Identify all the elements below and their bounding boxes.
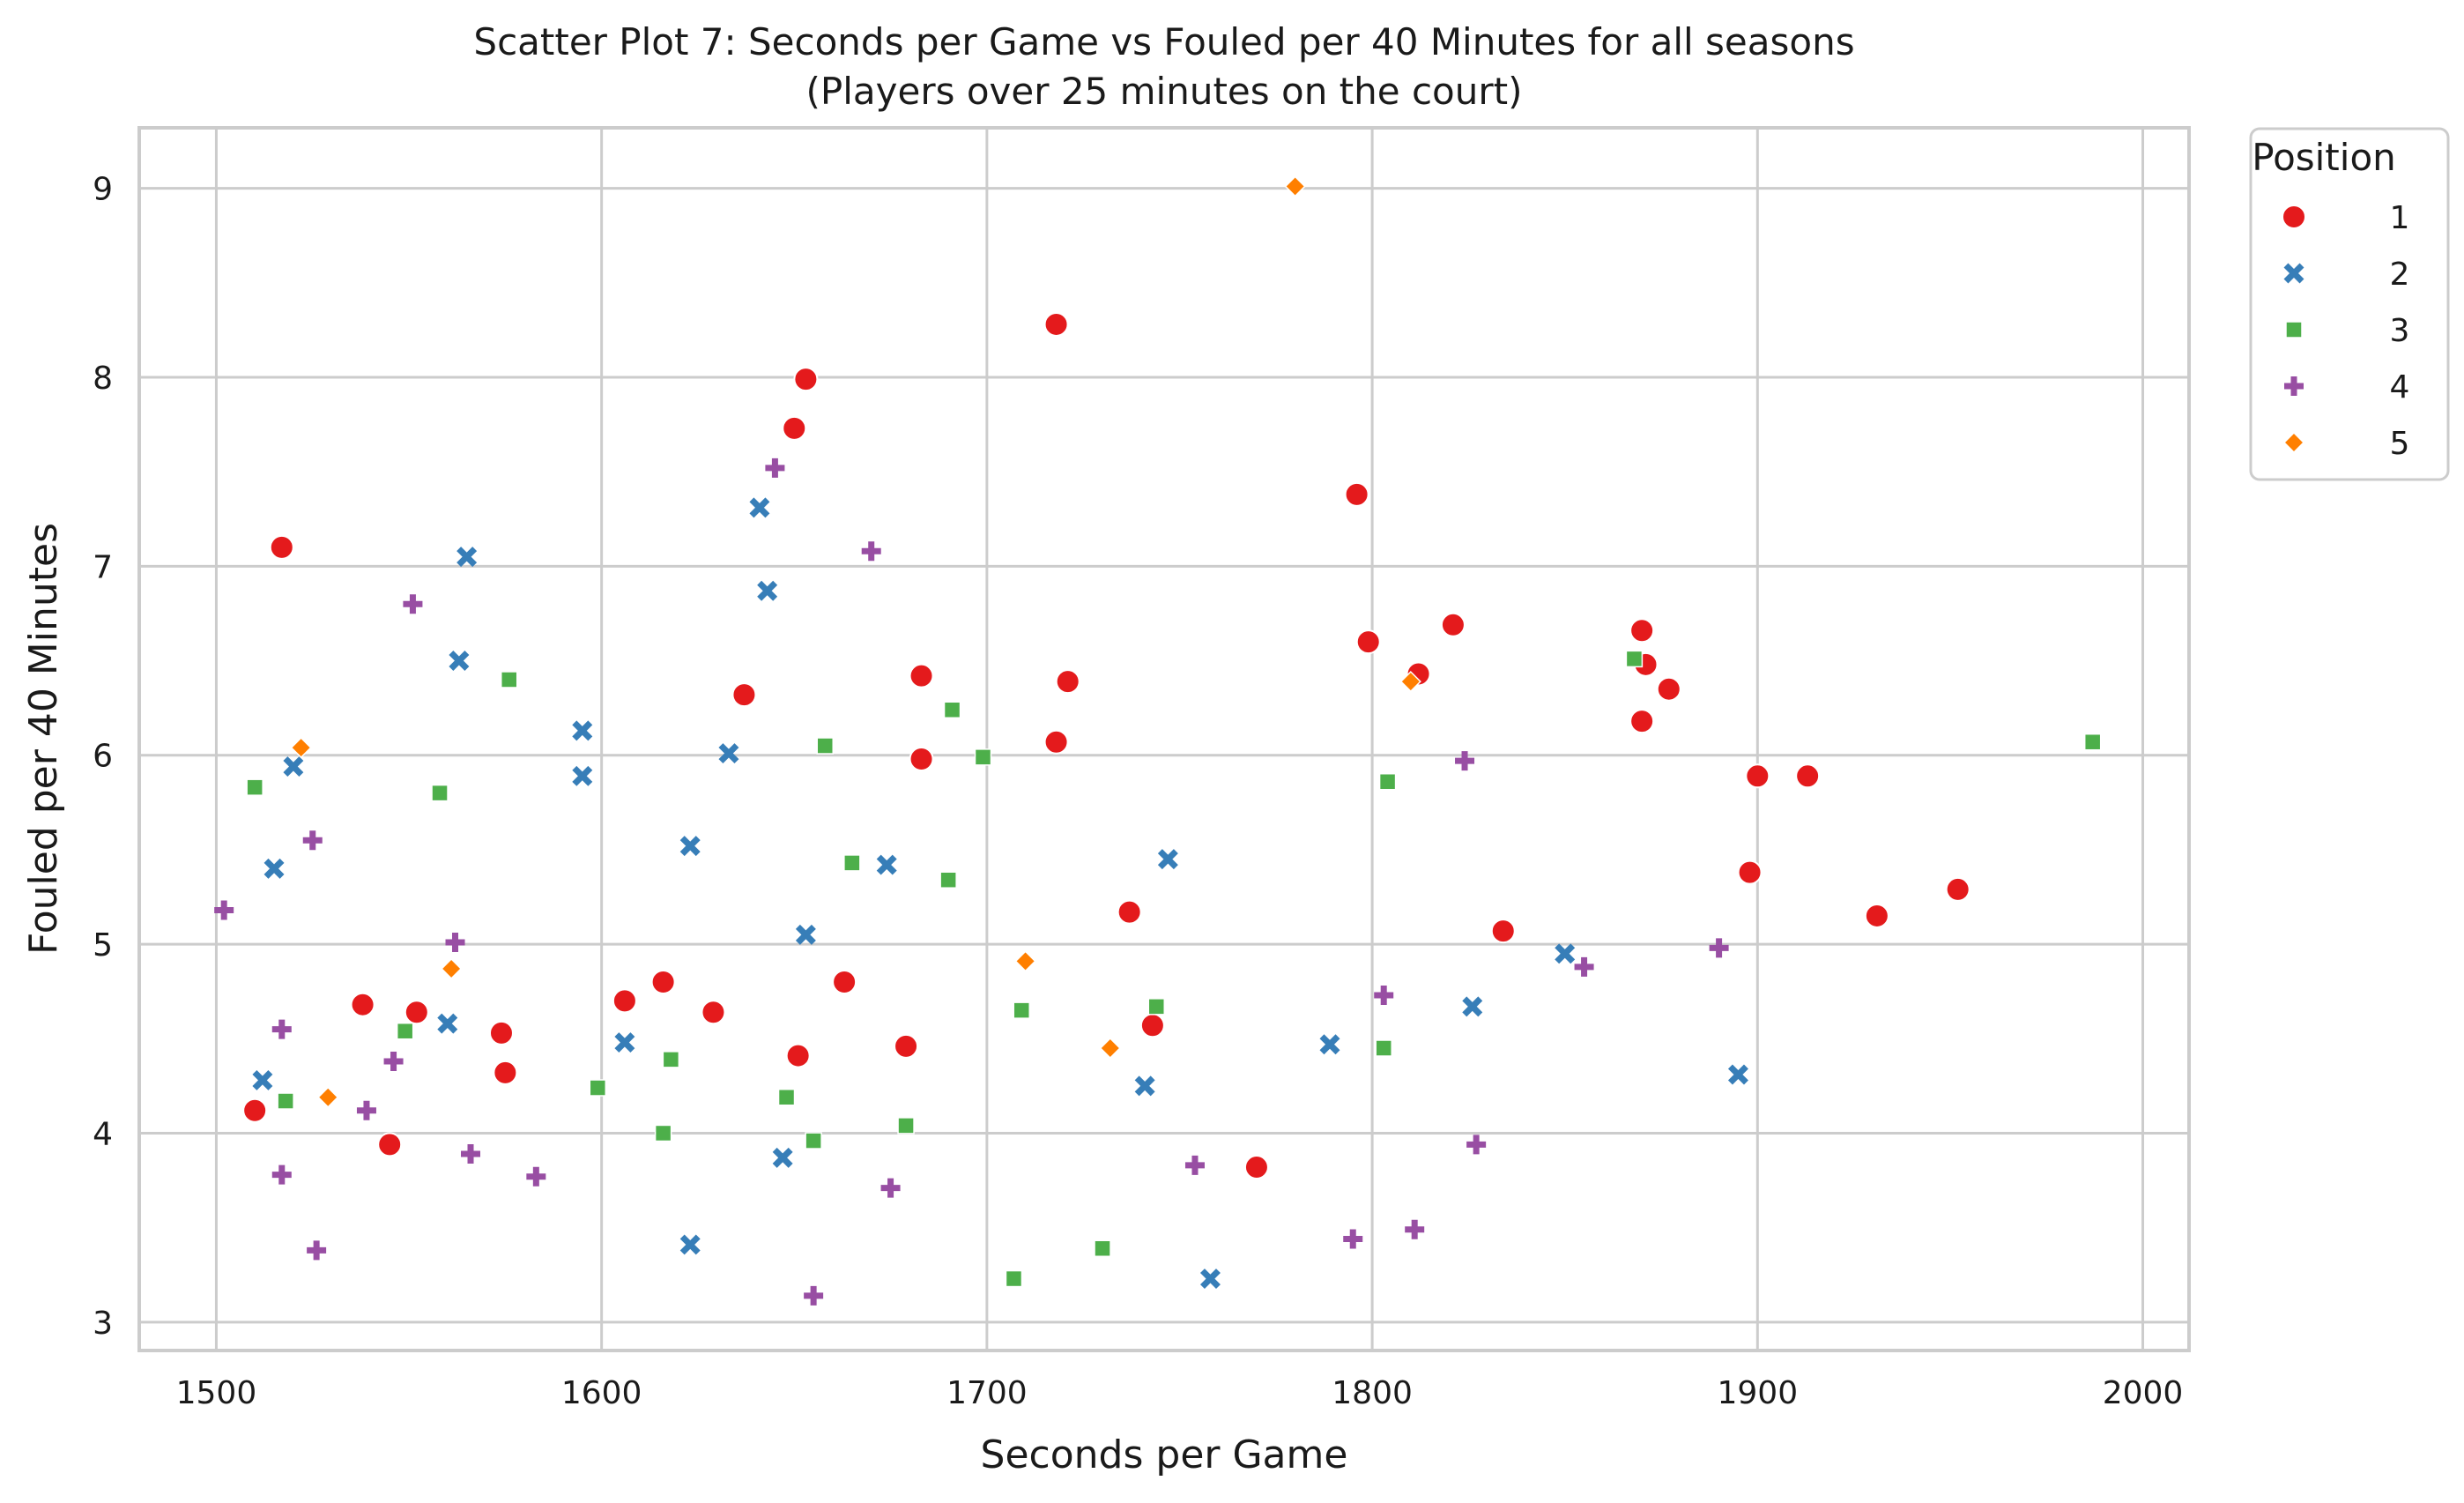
data-point-position-1 (783, 417, 805, 440)
data-point-position-1 (1357, 630, 1380, 653)
data-point-position-1 (1492, 919, 1515, 942)
legend-marker-position-3 (2286, 322, 2302, 338)
data-point-position-1 (1947, 878, 1970, 901)
data-point-position-3 (1013, 1002, 1029, 1018)
data-point-position-3 (1148, 999, 1164, 1015)
data-point-position-3 (663, 1052, 679, 1068)
data-point-position-3 (397, 1023, 413, 1039)
data-point-position-1 (1141, 1014, 1164, 1037)
y-tick-label: 7 (93, 549, 113, 585)
data-point-position-3 (779, 1090, 795, 1105)
data-point-position-3 (656, 1125, 672, 1141)
data-point-position-3 (1626, 651, 1642, 666)
data-point-position-3 (1095, 1240, 1110, 1256)
data-point-position-1 (794, 368, 817, 391)
data-point-position-3 (1380, 774, 1396, 790)
data-point-position-1 (271, 536, 293, 559)
data-point-position-3 (278, 1093, 293, 1109)
y-tick-label: 6 (93, 739, 113, 775)
data-point-position-3 (805, 1133, 821, 1149)
data-point-position-1 (910, 748, 933, 770)
data-point-position-1 (1796, 764, 1819, 787)
data-point-position-3 (817, 738, 833, 754)
data-point-position-1 (1346, 483, 1369, 506)
data-point-position-1 (910, 665, 933, 688)
data-point-position-3 (432, 785, 448, 801)
legend-frame (2251, 129, 2448, 480)
data-point-position-1 (490, 1022, 513, 1045)
data-point-position-1 (833, 971, 856, 993)
data-point-position-1 (1630, 710, 1653, 733)
data-point-position-1 (243, 1099, 266, 1122)
chart-subtitle: (Players over 25 minutes on the court) (806, 70, 1523, 113)
data-point-position-1 (1746, 764, 1769, 787)
data-point-position-1 (405, 1001, 428, 1023)
legend-marker-position-1 (2282, 205, 2305, 228)
data-point-position-1 (1442, 614, 1465, 636)
chart-title: Scatter Plot 7: Seconds per Game vs Foul… (473, 20, 1854, 63)
data-point-position-1 (352, 993, 375, 1016)
data-point-position-1 (494, 1061, 516, 1084)
legend-label: 4 (2390, 369, 2410, 406)
y-tick-label: 8 (93, 361, 113, 397)
data-point-position-1 (1739, 861, 1762, 884)
data-point-position-3 (976, 749, 991, 765)
data-point-position-1 (732, 683, 755, 706)
legend-label: 2 (2390, 257, 2410, 293)
data-point-position-1 (1630, 619, 1653, 642)
legend-label: 5 (2390, 426, 2410, 462)
data-point-position-3 (940, 872, 956, 888)
x-tick-label: 1600 (561, 1375, 642, 1411)
y-tick-label: 5 (93, 927, 113, 964)
legend-label: 3 (2390, 313, 2410, 349)
data-point-position-1 (1658, 678, 1681, 701)
x-tick-label: 1700 (946, 1375, 1028, 1411)
y-tick-label: 4 (93, 1116, 113, 1152)
legend-title: Position (2252, 136, 2396, 179)
data-point-position-1 (894, 1035, 917, 1058)
data-point-position-1 (1045, 313, 1068, 336)
data-point-position-3 (247, 779, 263, 795)
y-tick-label: 3 (93, 1306, 113, 1342)
legend-label: 1 (2390, 200, 2410, 236)
legend: Position 1 2 3 4 5 (2251, 129, 2448, 480)
data-point-position-3 (501, 672, 517, 688)
data-point-position-1 (787, 1045, 810, 1068)
data-point-position-3 (898, 1118, 914, 1134)
x-axis-label: Seconds per Game (981, 1432, 1348, 1477)
x-tick-label: 1900 (1718, 1375, 1799, 1411)
x-tick-label: 1800 (1332, 1375, 1413, 1411)
x-tick-label: 1500 (176, 1375, 257, 1411)
y-axis-label: Fouled per 40 Minutes (21, 523, 66, 955)
data-point-position-1 (1045, 731, 1068, 754)
data-point-position-3 (844, 855, 860, 871)
data-point-position-3 (2085, 734, 2101, 750)
data-point-position-1 (1245, 1156, 1268, 1179)
data-point-position-1 (1866, 904, 1889, 927)
data-point-position-1 (1057, 670, 1080, 693)
data-point-position-3 (1376, 1040, 1392, 1056)
data-point-position-3 (945, 702, 961, 718)
data-point-position-1 (1118, 901, 1141, 924)
y-tick-label: 9 (93, 172, 113, 208)
data-point-position-3 (590, 1080, 605, 1096)
data-point-position-3 (1006, 1271, 1021, 1287)
x-tick-label: 2000 (2103, 1375, 2184, 1411)
data-point-position-1 (701, 1001, 724, 1023)
data-point-position-1 (613, 989, 636, 1012)
data-point-position-1 (378, 1133, 401, 1156)
data-point-position-1 (652, 971, 675, 993)
